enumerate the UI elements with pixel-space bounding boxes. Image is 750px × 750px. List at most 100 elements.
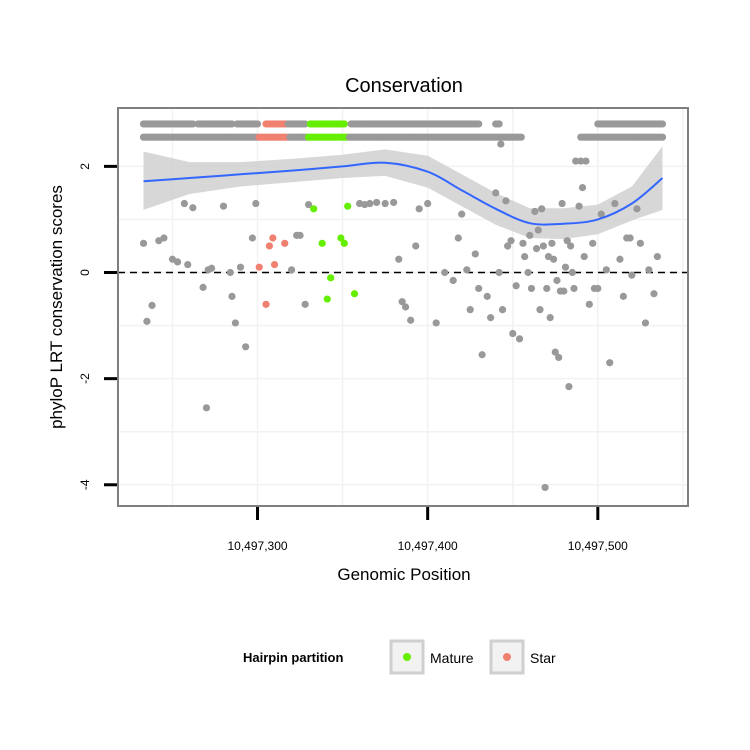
plot-panel-border	[117, 107, 689, 507]
data-point-other	[658, 120, 667, 128]
data-point-other	[553, 276, 561, 285]
data-point-star	[265, 242, 274, 250]
y-axis: -4 -2 0 2	[78, 163, 117, 490]
data-point-other	[521, 252, 529, 261]
data-point-other	[228, 292, 236, 300]
data-point-other	[466, 306, 474, 314]
data-point-other	[487, 314, 495, 322]
data-point-other	[390, 198, 398, 207]
data-point-other	[497, 140, 505, 148]
data-point-other	[148, 301, 156, 310]
data-point-other	[454, 234, 462, 242]
data-point-other	[189, 120, 197, 128]
data-point-other	[582, 157, 590, 165]
data-point-other	[616, 255, 624, 263]
data-point-other	[566, 242, 575, 250]
data-point-mature	[323, 295, 331, 303]
data-point-other	[471, 250, 479, 258]
legend-label-mature: Mature	[430, 650, 474, 666]
data-point-other	[589, 239, 597, 247]
data-point-other	[475, 284, 483, 293]
data-point-mature	[344, 202, 352, 210]
x-tick-label: 10,497,500	[568, 539, 628, 553]
data-point-other	[366, 199, 374, 208]
data-point-other	[597, 210, 605, 218]
data-point-other	[563, 237, 571, 245]
data-point-other	[526, 231, 534, 239]
data-point-other	[173, 258, 182, 266]
data-point-other	[475, 120, 483, 128]
data-point-other	[578, 184, 587, 192]
data-point-other	[304, 200, 313, 209]
data-point-other	[253, 120, 262, 128]
data-point-other	[602, 266, 610, 274]
data-point-other	[512, 282, 520, 290]
data-point-other	[527, 284, 536, 293]
data-point-other	[633, 205, 641, 213]
data-point-other	[548, 239, 556, 247]
data-point-other	[653, 252, 661, 261]
legend-title: Hairpin partition	[243, 650, 343, 665]
data-point-other	[539, 242, 547, 250]
data-point-other	[628, 271, 636, 279]
legend-label-star: Star	[530, 650, 556, 666]
data-point-other	[565, 383, 573, 391]
data-point-other	[252, 199, 260, 208]
data-points	[139, 120, 667, 492]
legend-symbol-mature	[403, 653, 411, 661]
data-point-other	[287, 266, 296, 274]
data-point-star	[262, 300, 270, 308]
data-point-other	[555, 353, 563, 362]
data-point-other	[543, 284, 551, 293]
data-point-other	[395, 255, 403, 263]
data-point-other	[645, 266, 653, 274]
data-point-other	[184, 260, 192, 269]
data-point-other	[432, 319, 440, 327]
data-point-other	[401, 303, 410, 311]
data-point-other	[594, 284, 602, 293]
data-point-star	[270, 260, 279, 269]
data-point-other	[534, 226, 542, 234]
smooth-line-path	[143, 161, 664, 226]
data-point-other	[498, 306, 507, 314]
data-point-other	[492, 189, 500, 197]
data-point-other	[373, 198, 381, 207]
data-point-other	[641, 319, 650, 327]
data-point-other	[458, 210, 466, 218]
smooth-trend-line	[143, 161, 664, 226]
data-point-mature	[337, 234, 345, 242]
data-point-other	[611, 199, 619, 208]
y-tick-label: 2	[78, 163, 92, 170]
data-point-other	[236, 263, 245, 271]
data-point-other	[478, 351, 486, 359]
confidence-band-area	[143, 146, 663, 240]
data-point-mature	[340, 239, 348, 247]
data-point-other	[650, 290, 658, 298]
data-point-other	[541, 483, 549, 492]
data-point-other	[524, 268, 532, 277]
data-point-other	[507, 237, 515, 245]
data-point-other	[495, 268, 503, 277]
data-point-other	[515, 335, 524, 343]
data-point-other	[536, 306, 544, 314]
data-point-other	[483, 292, 491, 300]
data-point-other	[575, 202, 583, 210]
data-point-other	[296, 231, 304, 239]
x-tick-label: 10,497,300	[227, 539, 287, 553]
x-axis-title: Genomic Position	[337, 565, 470, 584]
data-point-other	[207, 264, 216, 272]
data-point-other	[546, 314, 554, 322]
data-point-other	[139, 239, 148, 247]
data-point-star	[255, 263, 263, 271]
data-point-other	[463, 266, 471, 274]
data-point-other	[199, 283, 207, 291]
data-point-other	[561, 263, 570, 271]
data-point-other	[504, 242, 512, 250]
data-point-other	[449, 276, 457, 285]
data-point-other	[189, 204, 197, 212]
chart-title: Conservation	[345, 75, 463, 97]
data-point-mature	[350, 290, 359, 298]
data-point-other	[626, 234, 634, 242]
y-tick-label: 0	[78, 269, 92, 276]
